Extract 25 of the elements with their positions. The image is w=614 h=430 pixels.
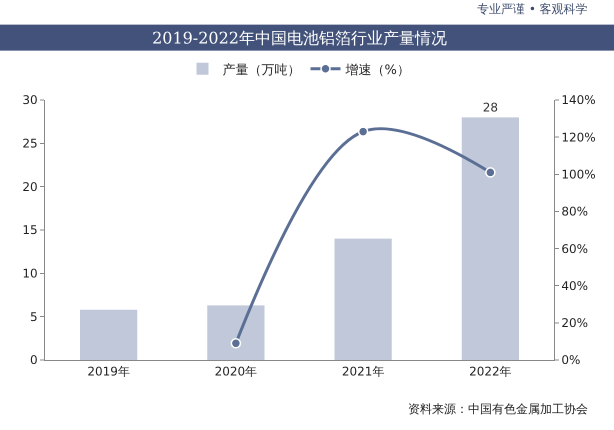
chart-title: 2019-2022年中国电池铝箔行业产量情况 xyxy=(152,28,447,48)
y2-tick-label: 0% xyxy=(561,353,580,368)
y2-tick-label: 40% xyxy=(561,278,588,293)
y2-tick-label: 140% xyxy=(561,93,596,108)
legend-label: 产量（万吨） xyxy=(222,62,300,78)
x-tick-label: 2019年 xyxy=(87,364,130,378)
y-tick-label: 0 xyxy=(30,353,38,368)
y2-tick-label: 100% xyxy=(561,167,596,182)
x-tick-label: 2021年 xyxy=(342,364,384,378)
y-tick-label: 20 xyxy=(22,180,38,194)
y-tick-label: 30 xyxy=(22,93,38,108)
y2-tick-label: 120% xyxy=(561,130,596,144)
legend-label: 增速（%） xyxy=(344,62,410,78)
y2-tick-label: 20% xyxy=(561,316,588,330)
text: 专业严谨 • 客观科学 xyxy=(477,2,588,16)
x-tick-label: 2022年 xyxy=(469,364,512,378)
y2-tick-label: 60% xyxy=(561,242,588,256)
y-tick-label: 25 xyxy=(22,136,38,151)
y-tick-label: 15 xyxy=(22,223,38,238)
x-tick-label: 2020年 xyxy=(214,364,258,378)
y2-tick-label: 80% xyxy=(561,204,588,219)
y-tick-label: 5 xyxy=(30,310,38,324)
y-tick-label: 10 xyxy=(22,266,38,281)
data-label: 28 xyxy=(482,100,498,114)
text: 资料来源：中国有色金属加工协会 xyxy=(408,402,588,416)
